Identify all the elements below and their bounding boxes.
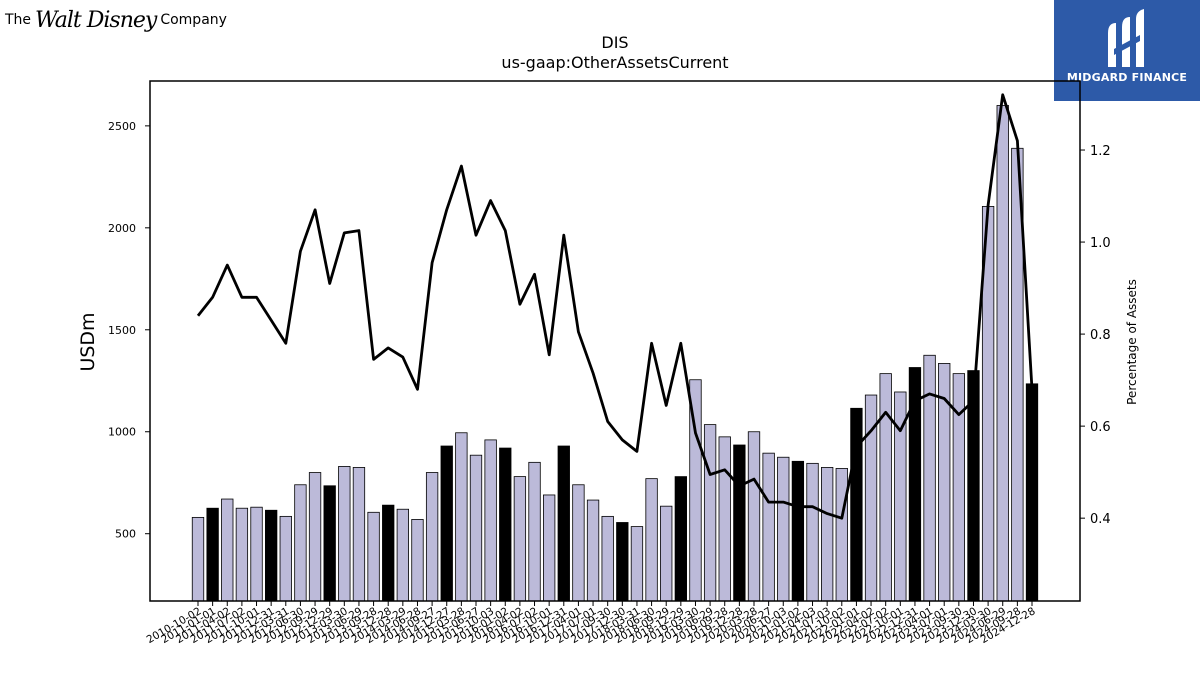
bar-2020-06-27 [762,452,775,602]
bar-2013-12-28 [382,504,395,602]
bar-2016-07-02 [528,461,541,602]
y-tick-label: 2000 [108,222,136,235]
bar-2014-12-27 [440,445,453,602]
bar-2015-06-27 [469,454,483,602]
bar-2017-09-30 [601,515,614,602]
bar-2012-09-29 [308,472,322,602]
bar-2024-12-28 [1025,383,1039,602]
bar-2019-06-29 [703,424,717,602]
bar-2015-03-28 [455,432,468,602]
bars-layer [191,105,1039,602]
line-layer [196,93,1034,520]
bar-2016-12-31 [557,445,570,602]
logo-suffix: Company [160,12,227,28]
bar-2011-01-01 [206,507,219,602]
bar-2016-01-02 [499,447,512,602]
bar-2022-01-01 [850,407,863,602]
bar-2015-10-03 [484,439,497,602]
bar-2020-03-28 [747,431,761,602]
bar-2014-03-29 [396,508,409,602]
bar-2019-12-28 [733,444,746,602]
bar-2017-12-30 [616,522,629,602]
bar-2021-04-03 [806,462,819,602]
midgard-finance-logo: MIDGARD FINANCE [1054,0,1200,101]
bar-2022-07-02 [879,373,892,602]
bar-2018-03-31 [630,526,644,602]
bar-2010-10-02 [191,516,205,602]
bar-2021-01-02 [791,460,805,602]
bar-2018-06-30 [645,478,658,602]
bar-2024-06-29 [996,105,1009,602]
bar-2014-09-27 [425,472,439,602]
bar-2013-03-30 [338,466,351,602]
y-tick-label: 1500 [108,324,136,337]
y2-tick-label: 1.0 [1090,236,1111,251]
bar-2016-04-02 [513,476,527,602]
bar-2013-06-29 [352,467,366,602]
walt-disney-company-logo: The Walt Disney Company [5,3,227,37]
chart-title: DIS [601,33,628,52]
bar-2011-04-02 [221,498,234,602]
bar-2020-10-03 [777,456,790,602]
bar-2017-07-01 [586,499,600,602]
bar-2023-04-01 [923,354,936,602]
y-axis-label: USDm [77,312,99,371]
y-tick-label: 1000 [108,426,136,439]
bar-2018-09-29 [660,505,673,602]
bar-2014-06-28 [411,519,424,602]
bar-2021-07-03 [821,467,834,602]
midgard-m-logo-icon [1108,9,1144,67]
y2-tick-label: 1.2 [1090,144,1111,159]
bar-2012-03-31 [279,515,292,602]
bar-2016-10-01 [543,494,556,602]
bar-2012-12-29 [323,485,336,602]
bar-2017-04-01 [572,484,585,602]
bar-2013-09-28 [367,511,380,602]
bar-2018-12-29 [674,476,687,602]
plot-frame [149,80,1081,602]
y2-tick-label: 0.6 [1090,420,1111,435]
y2-tick-label: 0.8 [1090,328,1111,343]
y-tick-label: 500 [115,528,136,541]
percentage-of-assets-line [196,93,1034,520]
chart-subtitle: us-gaap:OtherAssetsCurrent [501,53,728,72]
bar-2012-06-30 [294,484,307,602]
logo-prefix: The [5,12,32,28]
bar-2019-09-28 [718,436,731,602]
bar-2023-09-30 [952,373,965,602]
y2-axis-label: Percentage of Assets [1125,279,1139,405]
bar-2021-10-02 [835,468,848,602]
y2-tick-label: 0.4 [1090,512,1111,527]
y-tick-label: 2500 [108,120,136,133]
bar-2011-12-31 [265,509,278,602]
bar-2011-10-01 [250,506,263,602]
brand-name: MIDGARD FINANCE [1066,71,1188,84]
logo-wordmark: Walt Disney [35,7,157,33]
axes-layer: 50010001500200025000.40.60.81.01.22010-1… [108,120,1111,646]
bar-2011-07-02 [235,507,249,602]
